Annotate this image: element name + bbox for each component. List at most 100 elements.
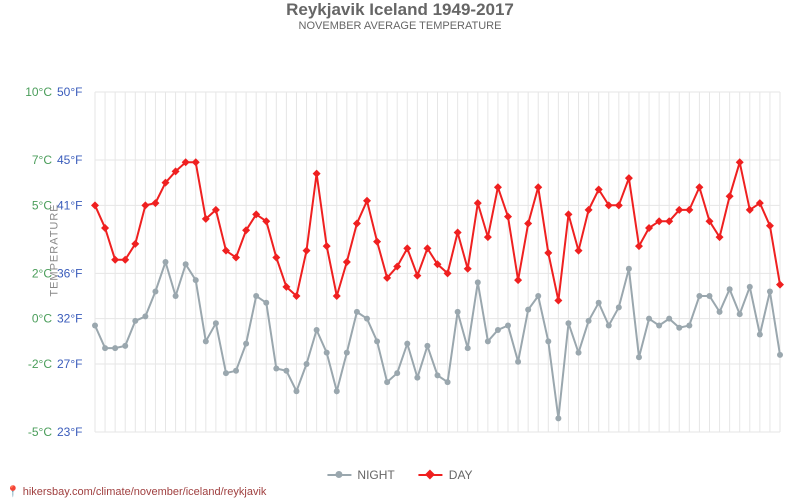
marker-night bbox=[545, 338, 551, 344]
marker-day bbox=[524, 219, 532, 227]
marker-night bbox=[314, 327, 320, 333]
marker-day bbox=[685, 206, 693, 214]
marker-day bbox=[313, 170, 321, 178]
marker-night bbox=[535, 293, 541, 299]
marker-day bbox=[464, 265, 472, 273]
marker-day bbox=[504, 213, 512, 221]
marker-night bbox=[394, 370, 400, 376]
legend-swatch-night bbox=[327, 474, 351, 476]
marker-night bbox=[183, 261, 189, 267]
marker-night bbox=[132, 318, 138, 324]
legend-item-day: DAY bbox=[419, 468, 473, 482]
marker-day bbox=[585, 206, 593, 214]
marker-day bbox=[554, 297, 562, 305]
line-chart: 10°C50°F7°C45°F5°C41°F2°C36°F0°C32°F-2°C… bbox=[0, 32, 800, 442]
marker-day bbox=[111, 256, 119, 264]
svg-text:45°F: 45°F bbox=[57, 153, 82, 167]
marker-day bbox=[151, 199, 159, 207]
marker-day bbox=[303, 247, 311, 255]
marker-night bbox=[737, 311, 743, 317]
marker-night bbox=[515, 359, 521, 365]
marker-day bbox=[564, 210, 572, 218]
marker-night bbox=[636, 354, 642, 360]
marker-day bbox=[413, 272, 421, 280]
marker-day bbox=[575, 247, 583, 255]
marker-night bbox=[757, 332, 763, 338]
chart-title: Reykjavik Iceland 1949-2017 bbox=[0, 0, 800, 20]
marker-night bbox=[283, 368, 289, 374]
legend-swatch-day bbox=[419, 474, 443, 476]
marker-night bbox=[606, 322, 612, 328]
marker-day bbox=[323, 242, 331, 250]
marker-night bbox=[445, 379, 451, 385]
marker-night bbox=[334, 388, 340, 394]
marker-night bbox=[152, 288, 158, 294]
svg-text:27°F: 27°F bbox=[57, 357, 82, 371]
marker-night bbox=[485, 338, 491, 344]
marker-night bbox=[767, 288, 773, 294]
legend-label-night: NIGHT bbox=[357, 468, 394, 482]
marker-night bbox=[384, 379, 390, 385]
legend-item-night: NIGHT bbox=[327, 468, 394, 482]
marker-day bbox=[726, 192, 734, 200]
marker-night bbox=[364, 316, 370, 322]
marker-night bbox=[213, 320, 219, 326]
marker-night bbox=[173, 293, 179, 299]
marker-night bbox=[717, 309, 723, 315]
marker-night bbox=[596, 300, 602, 306]
marker-night bbox=[525, 307, 531, 313]
svg-text:41°F: 41°F bbox=[57, 198, 82, 212]
marker-day bbox=[544, 249, 552, 257]
marker-night bbox=[565, 320, 571, 326]
pin-icon: 📍 bbox=[6, 485, 20, 498]
marker-night bbox=[686, 322, 692, 328]
marker-night bbox=[122, 343, 128, 349]
marker-night bbox=[344, 350, 350, 356]
marker-night bbox=[112, 345, 118, 351]
svg-text:-5°C: -5°C bbox=[28, 425, 52, 439]
chart-subtitle: NOVEMBER AVERAGE TEMPERATURE bbox=[0, 20, 800, 32]
marker-night bbox=[142, 313, 148, 319]
marker-day bbox=[454, 229, 462, 237]
marker-night bbox=[193, 277, 199, 283]
marker-night bbox=[102, 345, 108, 351]
marker-day bbox=[192, 158, 200, 166]
marker-day bbox=[343, 258, 351, 266]
marker-night bbox=[495, 327, 501, 333]
marker-night bbox=[586, 318, 592, 324]
marker-night bbox=[223, 370, 229, 376]
marker-night bbox=[666, 316, 672, 322]
marker-night bbox=[727, 286, 733, 292]
marker-night bbox=[304, 361, 310, 367]
marker-night bbox=[696, 293, 702, 299]
marker-day bbox=[736, 158, 744, 166]
svg-text:23°F: 23°F bbox=[57, 425, 82, 439]
legend-label-day: DAY bbox=[449, 468, 473, 482]
marker-night bbox=[253, 293, 259, 299]
marker-night bbox=[374, 338, 380, 344]
marker-night bbox=[92, 322, 98, 328]
marker-night bbox=[163, 259, 169, 265]
svg-text:-2°C: -2°C bbox=[28, 357, 52, 371]
svg-text:50°F: 50°F bbox=[57, 85, 82, 99]
marker-day bbox=[141, 201, 149, 209]
marker-day bbox=[695, 183, 703, 191]
marker-day bbox=[474, 199, 482, 207]
svg-text:36°F: 36°F bbox=[57, 266, 82, 280]
marker-night bbox=[324, 350, 330, 356]
marker-night bbox=[404, 341, 410, 347]
marker-day bbox=[766, 222, 774, 230]
svg-text:0°C: 0°C bbox=[32, 312, 52, 326]
attribution-text: hikersbay.com/climate/november/iceland/r… bbox=[23, 486, 267, 498]
marker-night bbox=[747, 284, 753, 290]
marker-night bbox=[354, 309, 360, 315]
marker-night bbox=[273, 366, 279, 372]
marker-day bbox=[91, 201, 99, 209]
marker-night bbox=[233, 368, 239, 374]
marker-night bbox=[414, 375, 420, 381]
legend: NIGHT DAY bbox=[327, 468, 472, 482]
marker-night bbox=[203, 338, 209, 344]
marker-night bbox=[616, 304, 622, 310]
attribution: 📍 hikersbay.com/climate/november/iceland… bbox=[6, 485, 266, 498]
svg-text:7°C: 7°C bbox=[32, 153, 52, 167]
